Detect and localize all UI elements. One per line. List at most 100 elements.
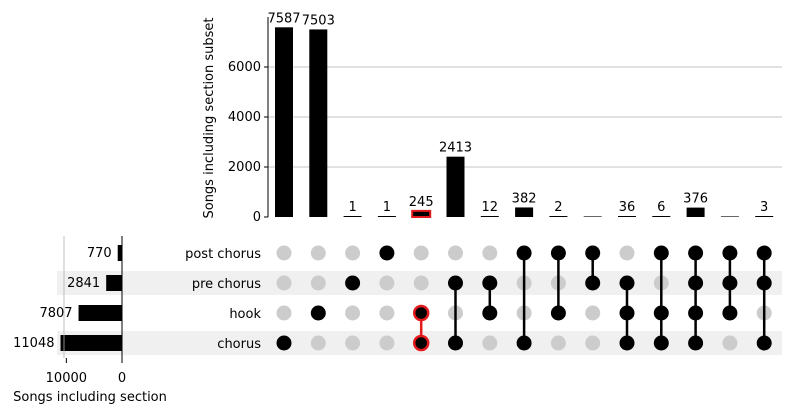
- matrix-dot-active: [722, 275, 738, 291]
- matrix-dot-active: [516, 335, 532, 351]
- intersection-bar: [583, 216, 602, 217]
- matrix-dot-active: [482, 275, 498, 291]
- bar-value-label: 382: [512, 191, 537, 206]
- set-axis-tick-label-10000: 10000: [46, 371, 87, 386]
- intersection-bar-labels: 7587 7503 1 1 245 2413 12 382 2 36 6 376 3: [267, 11, 768, 215]
- intersection-bar: [515, 207, 534, 217]
- bar-value-label: 6: [657, 200, 665, 215]
- matrix-dot-inactive: [379, 305, 395, 321]
- bar-value-label: 245: [409, 195, 434, 210]
- intersection-matrix: [276, 245, 772, 352]
- matrix-dot-active: [516, 245, 532, 261]
- matrix-dot-inactive: [310, 275, 326, 291]
- set-bar-hook: [78, 305, 122, 321]
- matrix-dot-inactive: [276, 245, 292, 261]
- bar-value-label: 12: [482, 200, 499, 215]
- bar-value-label: 1: [348, 200, 356, 215]
- intersection-bar: [549, 216, 568, 217]
- matrix-dot-inactive: [482, 245, 498, 261]
- matrix-dot-active: [756, 335, 772, 351]
- gridlines: [268, 66, 782, 168]
- set-name-chorus: chorus: [217, 337, 261, 352]
- intersection-bar: [377, 216, 396, 217]
- matrix-dot-active: [619, 275, 635, 291]
- intersection-bar: [480, 216, 499, 217]
- matrix-dot-active: [653, 305, 669, 321]
- matrix-dot-active: [345, 275, 361, 291]
- matrix-dot-active: [688, 245, 704, 261]
- intersection-bar: [446, 156, 465, 217]
- matrix-dot-inactive: [722, 335, 738, 351]
- set-name-pre-chorus: pre chorus: [192, 277, 261, 292]
- matrix-dot-inactive: [276, 305, 292, 321]
- matrix-dot-inactive: [448, 245, 463, 261]
- matrix-dot-active: [756, 275, 772, 291]
- set-bar-pre-chorus: [106, 275, 122, 291]
- intersection-bar: [309, 29, 328, 217]
- matrix-dot-inactive: [550, 335, 566, 351]
- set-bar-label-post-chorus: 770: [87, 246, 112, 261]
- matrix-dot-inactive: [379, 335, 395, 351]
- matrix-dot-active: [619, 335, 635, 351]
- intersection-bar: [686, 207, 705, 217]
- matrix-dot-active: [619, 305, 635, 321]
- matrix-dot-inactive: [379, 275, 395, 291]
- matrix-dot-active: [448, 275, 463, 291]
- bar-value-label: 2: [554, 200, 562, 215]
- set-bar-label-chorus: 11048: [13, 336, 54, 351]
- matrix-dot-active: [310, 305, 326, 321]
- set-size-x-axis: 10000 0: [46, 236, 126, 386]
- matrix-dot-active: [550, 245, 566, 261]
- set-bar-label-pre-chorus: 2841: [67, 276, 100, 291]
- set-size-axis-label: Songs including section: [13, 390, 167, 405]
- matrix-dot-inactive: [619, 245, 635, 261]
- matrix-dot-active: [722, 245, 738, 261]
- intersection-bar: [411, 209, 432, 218]
- bar-y-axis-label: Songs including section subset: [202, 17, 217, 218]
- set-name-post-chorus: post chorus: [185, 247, 261, 262]
- y-tick-label-6000: 6000: [228, 60, 261, 75]
- set-name-labels: post chorus pre chorus hook chorus: [185, 247, 261, 352]
- intersection-bar: [618, 216, 636, 217]
- set-bar-label-hook: 7807: [39, 306, 72, 321]
- y-tick-label-0: 0: [253, 210, 261, 225]
- matrix-dot-active: [585, 275, 601, 291]
- bar-value-label: 2413: [439, 141, 472, 156]
- matrix-dot-active: [379, 245, 395, 261]
- intersection-bar: [343, 216, 362, 217]
- y-tick-label-4000: 4000: [228, 110, 261, 125]
- intersection-bar: [755, 216, 774, 217]
- matrix-dot-inactive: [413, 275, 429, 291]
- matrix-dot-active: [688, 335, 704, 351]
- matrix-dot-inactive: [276, 275, 292, 291]
- bar-value-label: 7587: [267, 11, 300, 26]
- matrix-dot-active: [448, 335, 463, 351]
- matrix-dot-inactive: [585, 335, 601, 351]
- bar-value-label: 36: [619, 200, 636, 215]
- matrix-dot-inactive: [482, 335, 498, 351]
- set-bar-post-chorus: [117, 245, 122, 261]
- bar-value-label: 376: [683, 192, 708, 207]
- bar-value-label: 1: [383, 200, 391, 215]
- matrix-dot-active: [756, 245, 772, 261]
- matrix-dot-inactive: [413, 245, 429, 261]
- matrix-dot-inactive: [345, 305, 361, 321]
- matrix-dot-active: [688, 305, 704, 321]
- matrix-dot-active: [653, 245, 669, 261]
- set-bar-chorus: [60, 335, 122, 351]
- matrix-dot-active: [482, 305, 498, 321]
- matrix-dot-inactive: [585, 305, 601, 321]
- bar-value-label: 3: [760, 200, 768, 215]
- set-size-bars: 770 2841 7807 11048: [13, 245, 122, 351]
- intersection-bar: [720, 216, 739, 217]
- y-tick-label-2000: 2000: [228, 160, 261, 175]
- matrix-dot-inactive: [310, 335, 326, 351]
- matrix-dot-active: [412, 304, 430, 322]
- matrix-dot-active: [653, 335, 669, 351]
- matrix-dot-active: [550, 305, 566, 321]
- matrix-dot-inactive: [310, 245, 326, 261]
- intersection-bar: [275, 27, 293, 218]
- matrix-dot-active: [688, 275, 704, 291]
- set-name-hook: hook: [229, 307, 261, 322]
